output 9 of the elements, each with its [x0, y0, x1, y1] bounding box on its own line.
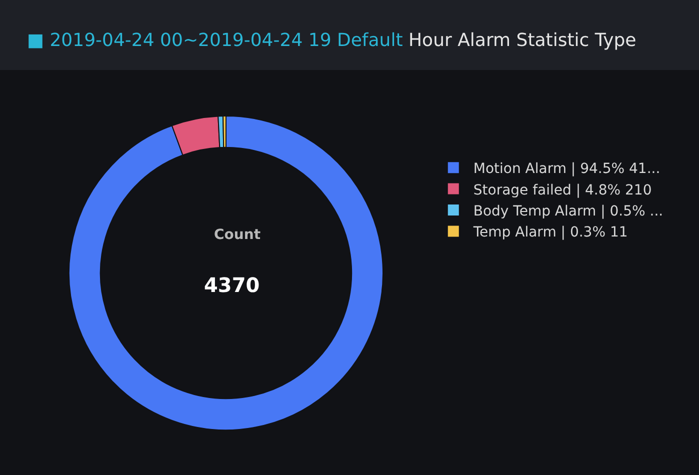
legend-label: Motion Alarm | 94.5% 41... — [473, 161, 660, 178]
legend-label: Body Temp Alarm | 0.5% ... — [473, 203, 664, 220]
text: Count — [214, 227, 261, 243]
donut-slice — [68, 116, 384, 430]
legend-label: Storage failed | 4.8% 210 — [473, 182, 652, 198]
chart-title: ■ 2019-04-24 00~2019-04-24 19 Default — [27, 30, 403, 51]
legend-label: Temp Alarm | 0.3% 11 — [472, 224, 628, 241]
chart-subtitle: Hour Alarm Statistic Type — [408, 30, 636, 51]
text: 4370 — [204, 273, 260, 297]
